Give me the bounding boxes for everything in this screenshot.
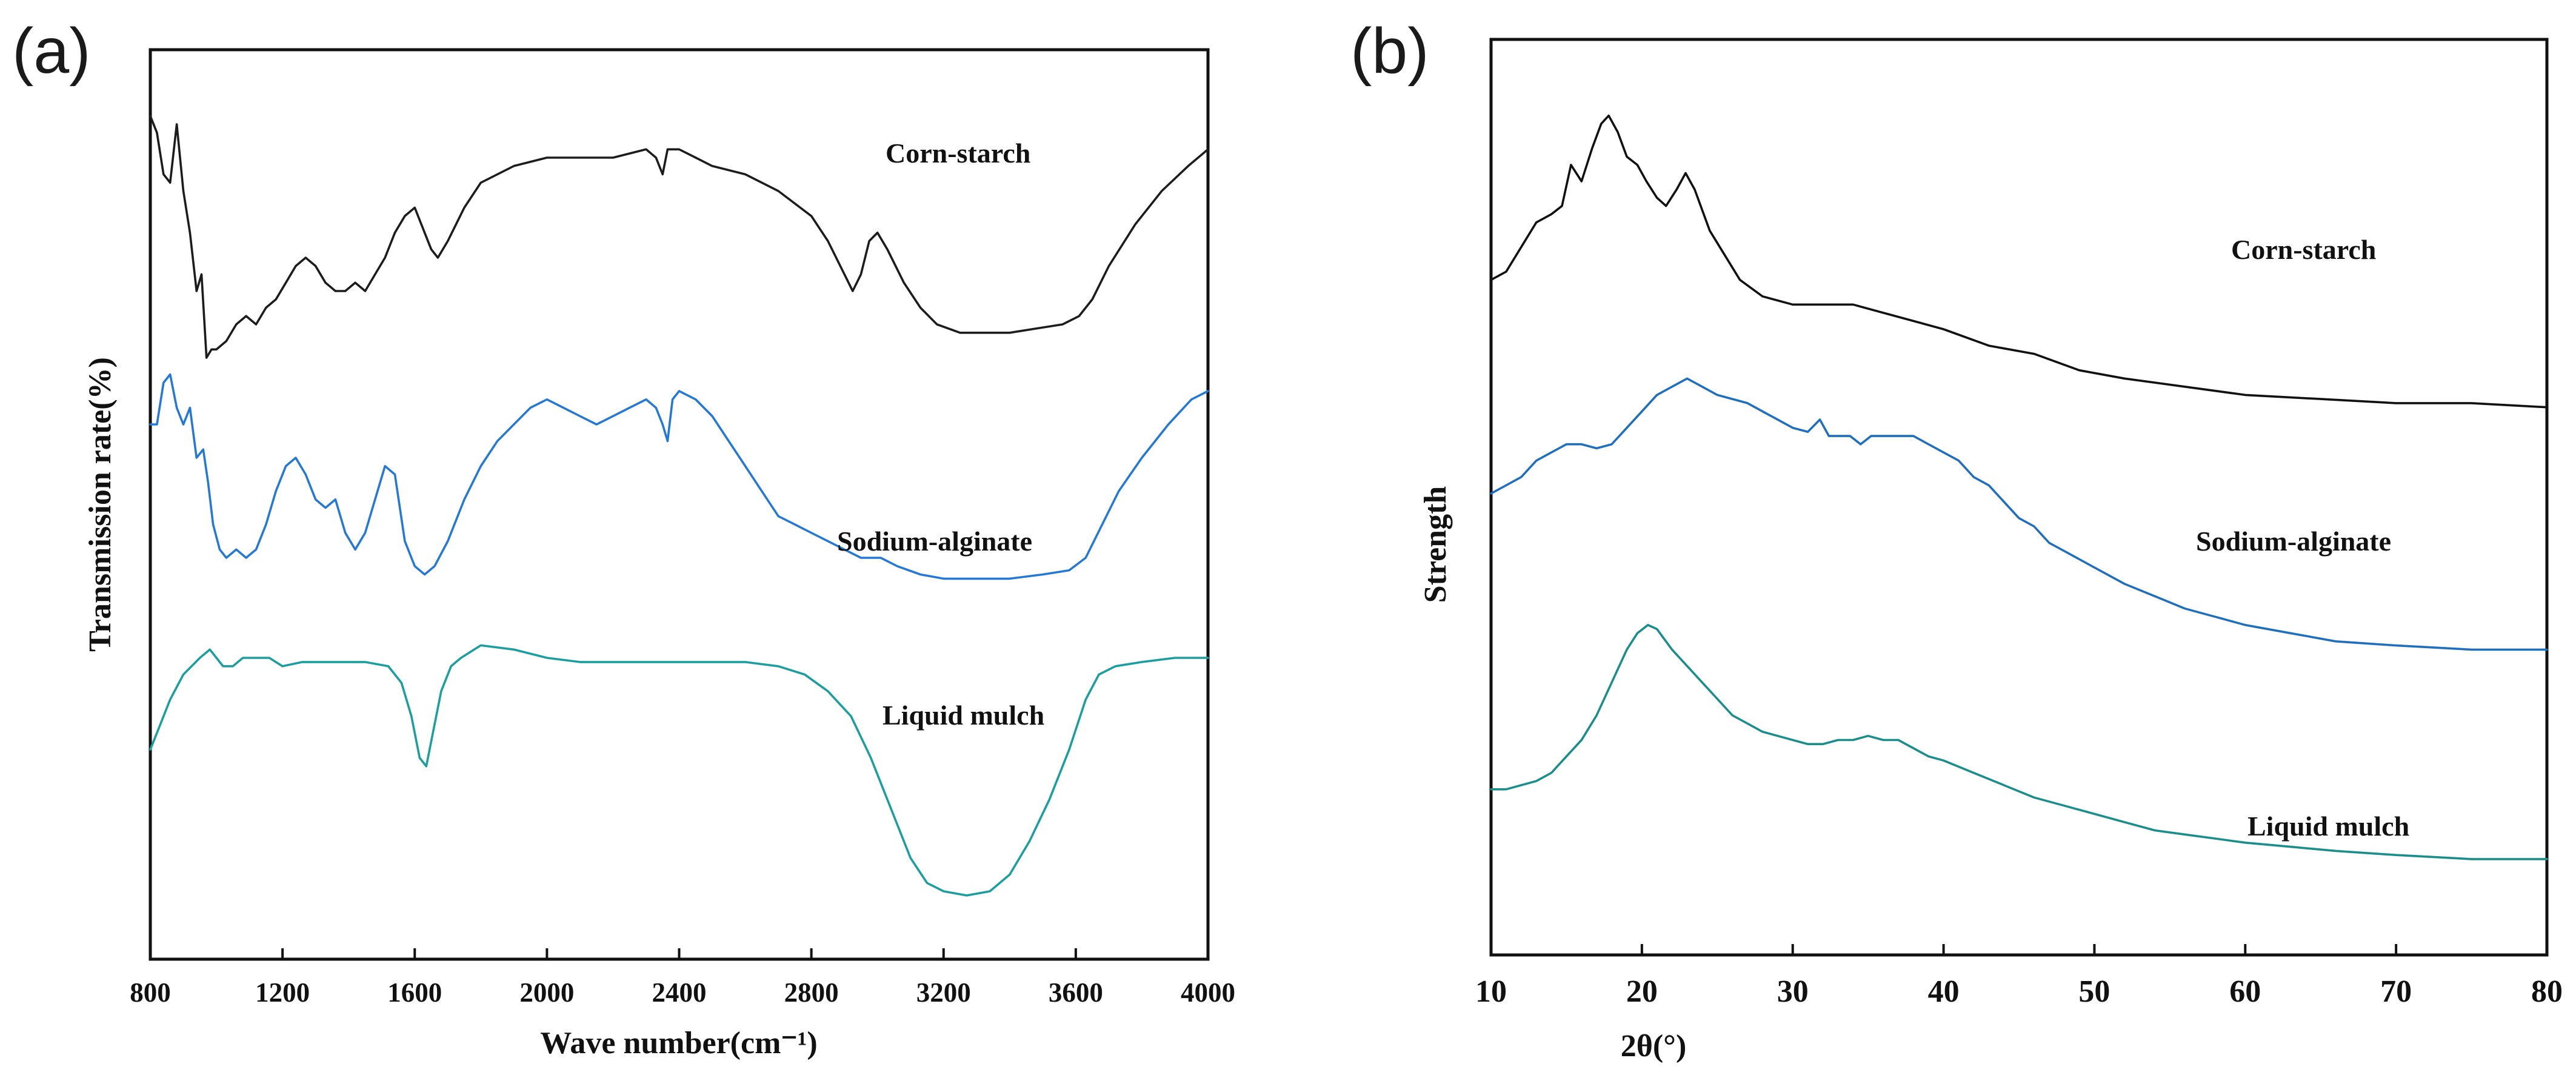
panel-b-x-tick-label: 20	[1626, 974, 1658, 1009]
panel-a-x-tick-label: 4000	[1181, 977, 1235, 1008]
panel-b-x-tick-label: 80	[2531, 974, 2563, 1009]
panel-b-x-ticks: 10 20 30 40 50 60 70 80	[1475, 944, 2563, 1009]
panel-b-letter: (b)	[1350, 15, 1429, 87]
panel-a-x-tick-label: 3600	[1049, 977, 1103, 1008]
panel-a-x-tick-label: 2800	[784, 977, 839, 1008]
panel-a-x-tick-label: 2000	[519, 977, 574, 1008]
panel-b-x-tick-label: 60	[2229, 974, 2261, 1009]
panel-b-series-corn-starch	[1490, 114, 2548, 409]
panel-a-x-axis-title: Wave number(cm⁻¹)	[540, 1026, 818, 1060]
panel-b-chart: (b) 10 20 30 40 50 60 70 80 Corn-starch Sodium-…	[1350, 15, 2563, 1063]
panel-a-label-sodium-alginate: Sodium-alginate	[837, 526, 1032, 557]
panel-a-plot-frame	[148, 48, 1210, 961]
panel-a-x-ticks: 800 1200 1600 2000 2400 2800 3200 3600 4000	[130, 948, 1235, 1008]
panel-b-x-tick-label: 70	[2380, 974, 2412, 1009]
panel-a-series-sodium-alginate	[149, 373, 1209, 580]
panel-b-x-axis-title: 2θ(°)	[1621, 1029, 1687, 1063]
panel-b-x-tick-label: 50	[2078, 974, 2110, 1009]
panel-a-chart: (a) 800 1200 1600 2000 2400 2800 3200 3600 4000 …	[12, 15, 1235, 1060]
panel-a-x-tick-label: 3200	[916, 977, 971, 1008]
panel-b-series-liquid-mulch	[1490, 624, 2548, 860]
panel-a-x-tick-label: 1200	[255, 977, 310, 1008]
panel-a-letter: (a)	[12, 15, 91, 87]
panel-b-plot-frame	[1489, 38, 2549, 957]
panel-b-curves	[1490, 114, 2548, 860]
panel-a-y-axis-title: Transmission rate(%)	[83, 357, 118, 652]
panel-b-label-corn-starch: Corn-starch	[2231, 234, 2376, 265]
panel-b-x-tick-label: 10	[1475, 974, 1507, 1009]
panel-b-label-liquid-mulch: Liquid mulch	[2247, 811, 2409, 842]
panel-a-series-liquid-mulch	[149, 644, 1209, 897]
panel-b-series-sodium-alginate	[1490, 377, 2548, 651]
panel-a-label-corn-starch: Corn-starch	[886, 138, 1030, 169]
panel-a-label-liquid-mulch: Liquid mulch	[883, 700, 1044, 731]
panel-a-x-tick-label: 1600	[387, 977, 442, 1008]
panel-b-y-axis-title: Strength	[1418, 486, 1453, 603]
panel-a-x-tick-label: 2400	[652, 977, 707, 1008]
panel-b-label-sodium-alginate: Sodium-alginate	[2196, 526, 2391, 557]
panel-b-x-tick-label: 40	[1928, 974, 1960, 1009]
panel-b-x-tick-label: 30	[1777, 974, 1809, 1009]
panel-a-x-tick-label: 800	[130, 977, 171, 1008]
panel-a-series-corn-starch	[149, 115, 1209, 359]
panel-a-curves	[149, 115, 1209, 897]
